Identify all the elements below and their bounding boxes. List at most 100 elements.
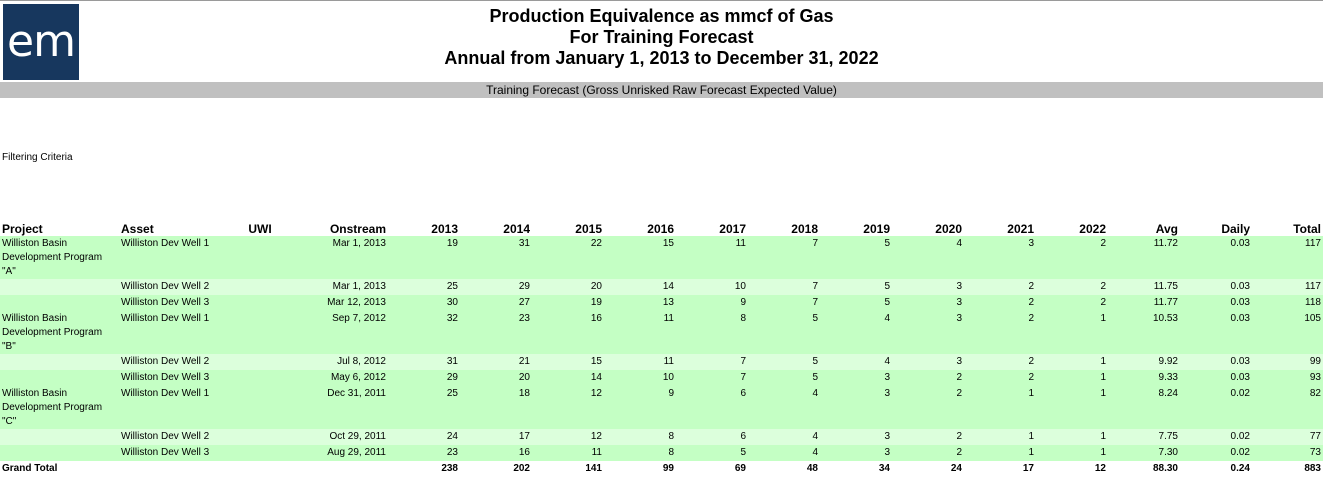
- cell-y2022: 1: [1036, 429, 1108, 445]
- cell-onstream: Dec 31, 2011: [282, 386, 388, 429]
- cell-y2021: 1: [964, 445, 1036, 461]
- table-row: Williston Dev Well 2 Mar 1, 2013 25 29 20 14 1…: [0, 279, 1323, 295]
- cell-y2018: 5: [748, 311, 820, 354]
- cell-y2021: 2: [964, 354, 1036, 370]
- cell-y2015: 22: [532, 236, 604, 279]
- cell-uwi: [238, 295, 282, 311]
- cell-onstream: May 6, 2012: [282, 370, 388, 386]
- cell-y2022: 2: [1036, 295, 1108, 311]
- cell-asset: Williston Dev Well 1: [119, 386, 238, 429]
- cell-project: Williston Basin Development Program "B": [0, 311, 119, 354]
- column-header-daily: Daily: [1221, 222, 1250, 236]
- cell-y2015: 12: [532, 429, 604, 445]
- cell-y2015: 12: [532, 386, 604, 429]
- report-title: Production Equivalence as mmcf of Gas: [489, 6, 834, 26]
- column-header-y2020: 2020: [935, 222, 962, 236]
- cell-project: [0, 429, 119, 445]
- cell-total: 117: [1252, 236, 1323, 279]
- cell-y2020: 2: [892, 429, 964, 445]
- cell-onstream: Mar 1, 2013: [282, 236, 388, 279]
- cell-asset: Williston Dev Well 1: [119, 311, 238, 354]
- cell-avg: 11.77: [1108, 295, 1180, 311]
- total-cell-y2018: 48: [748, 461, 820, 477]
- cell-y2013: 32: [388, 311, 460, 354]
- cell-total: 73: [1252, 445, 1323, 461]
- cell-y2016: 11: [604, 354, 676, 370]
- column-header-y2021: 2021: [1007, 222, 1034, 236]
- cell-y2017: 10: [676, 279, 748, 295]
- cell-onstream: Jul 8, 2012: [282, 354, 388, 370]
- cell-y2016: 8: [604, 445, 676, 461]
- cell-daily: 0.03: [1180, 279, 1252, 295]
- cell-y2017: 7: [676, 354, 748, 370]
- cell-onstream: Aug 29, 2011: [282, 445, 388, 461]
- cell-y2013: 25: [388, 386, 460, 429]
- cell-y2022: 1: [1036, 311, 1108, 354]
- cell-avg: 8.24: [1108, 386, 1180, 429]
- cell-y2020: 2: [892, 370, 964, 386]
- cell-project: [0, 370, 119, 386]
- cell-daily: 0.03: [1180, 354, 1252, 370]
- cell-y2014: 27: [460, 295, 532, 311]
- cell-y2014: 17: [460, 429, 532, 445]
- cell-avg: 9.92: [1108, 354, 1180, 370]
- cell-project: [0, 295, 119, 311]
- cell-y2019: 3: [820, 386, 892, 429]
- total-cell-y2021: 17: [964, 461, 1036, 477]
- cell-y2021: 1: [964, 386, 1036, 429]
- table-row: Williston Dev Well 3 Aug 29, 2011 23 16 11 8 5…: [0, 445, 1323, 461]
- cell-uwi: [238, 386, 282, 429]
- logo-text: em: [7, 16, 76, 67]
- cell-y2020: 2: [892, 445, 964, 461]
- cell-y2014: 18: [460, 386, 532, 429]
- total-cell-y2020: 24: [892, 461, 964, 477]
- cell-y2019: 3: [820, 370, 892, 386]
- column-header-total: Total: [1293, 222, 1321, 236]
- table-body: Williston Basin Development Program "A" W…: [0, 236, 1323, 477]
- cell-total: 77: [1252, 429, 1323, 445]
- cell-asset: Williston Dev Well 2: [119, 429, 238, 445]
- total-cell-y2017: 69: [676, 461, 748, 477]
- cell-y2020: 3: [892, 311, 964, 354]
- cell-avg: 11.75: [1108, 279, 1180, 295]
- total-cell-y2014: 202: [460, 461, 532, 477]
- table-row: Williston Dev Well 2 Oct 29, 2011 24 17 12 8 6…: [0, 429, 1323, 445]
- cell-total: 82: [1252, 386, 1323, 429]
- cell-y2015: 14: [532, 370, 604, 386]
- table-row: Williston Basin Development Program "A" W…: [0, 236, 1323, 279]
- cell-y2020: 3: [892, 279, 964, 295]
- table-row: Williston Basin Development Program "B" W…: [0, 311, 1323, 354]
- production-table: Project Asset UWI Onstream 2013 2014 2015 2016 2…: [0, 219, 1323, 477]
- cell-y2013: 25: [388, 279, 460, 295]
- cell-y2022: 2: [1036, 236, 1108, 279]
- cell-y2013: 29: [388, 370, 460, 386]
- cell-y2022: 1: [1036, 445, 1108, 461]
- cell-asset: Williston Dev Well 2: [119, 354, 238, 370]
- cell-y2018: 7: [748, 279, 820, 295]
- cell-project: [0, 279, 119, 295]
- cell-y2017: 8: [676, 311, 748, 354]
- cell-y2019: 4: [820, 311, 892, 354]
- grand-total-row: Grand Total 238 202 141 99 69 48 34 24 17 12 88.30 0…: [0, 461, 1323, 477]
- filtering-criteria-label: Filtering Criteria: [2, 152, 73, 163]
- cell-y2021: 3: [964, 236, 1036, 279]
- cell-asset: Williston Dev Well 3: [119, 445, 238, 461]
- cell-y2014: 20: [460, 370, 532, 386]
- cell-y2015: 16: [532, 311, 604, 354]
- table-row: Williston Dev Well 3 May 6, 2012 29 20 14 10 7…: [0, 370, 1323, 386]
- report-header: Production Equivalence as mmcf of Gas Fo…: [0, 6, 1323, 69]
- total-cell-total: 883: [1252, 461, 1323, 477]
- column-header-y2014: 2014: [503, 222, 530, 236]
- cell-y2016: 8: [604, 429, 676, 445]
- cell-y2013: 19: [388, 236, 460, 279]
- cell-onstream: Sep 7, 2012: [282, 311, 388, 354]
- cell-y2014: 21: [460, 354, 532, 370]
- cell-y2013: 24: [388, 429, 460, 445]
- cell-total: 118: [1252, 295, 1323, 311]
- cell-uwi: [238, 370, 282, 386]
- cell-avg: 9.33: [1108, 370, 1180, 386]
- cell-asset: Williston Dev Well 1: [119, 236, 238, 279]
- top-border: [0, 0, 1323, 1]
- cell-onstream: Mar 1, 2013: [282, 279, 388, 295]
- cell-y2015: 20: [532, 279, 604, 295]
